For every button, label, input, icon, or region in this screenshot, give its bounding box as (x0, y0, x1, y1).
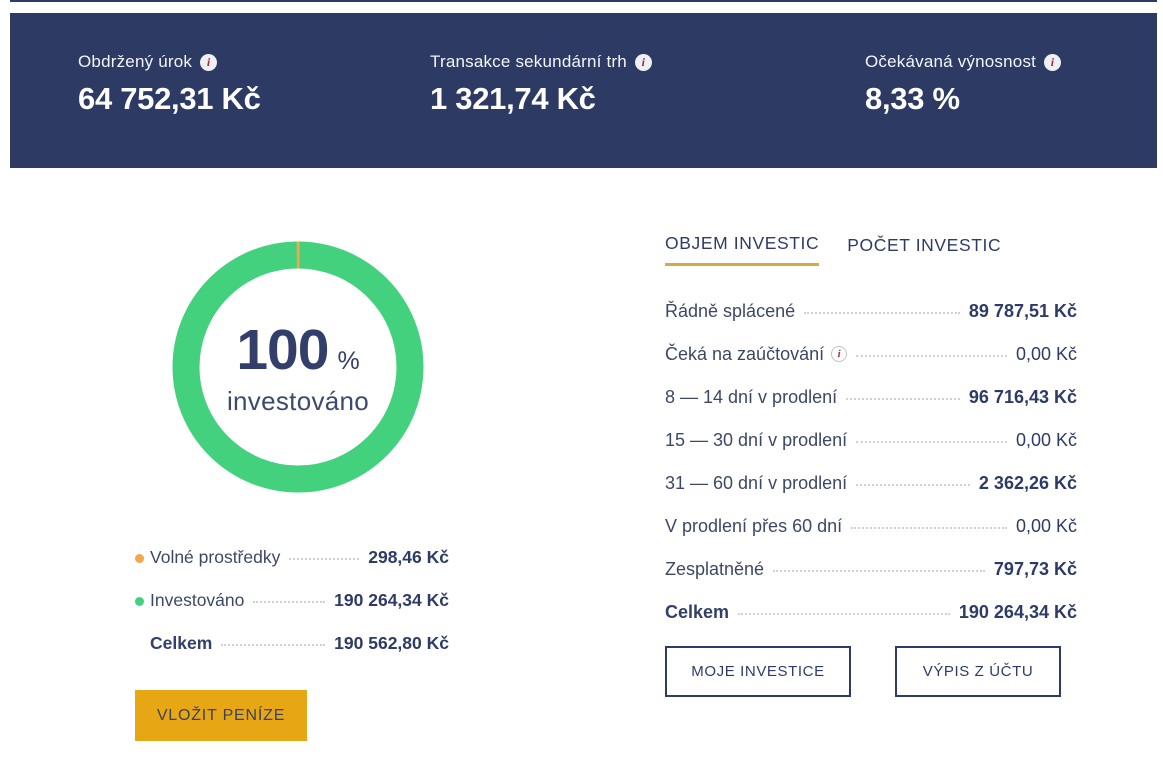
row-label: Čeká na zaúčtování (665, 344, 825, 364)
row-label: Celkem (665, 602, 730, 622)
stat-value: 8,33 % (865, 81, 960, 116)
legend-row-invested: Investováno 190 264,34 Kč (135, 591, 449, 610)
legend-label: Volné prostředky (150, 547, 281, 567)
row-value: 0,00 Kč (1015, 516, 1077, 536)
dotted-leader (773, 570, 985, 572)
dotted-leader (289, 558, 360, 560)
legend-row-total: Celkem 190 562,80 Kč (135, 634, 449, 653)
row-defaulted: Zesplatněné 797,73 Kč (665, 559, 1077, 579)
portfolio-tabs: OBJEM INVESTIC POČET INVESTIC (665, 233, 1077, 266)
info-icon[interactable]: i (634, 53, 652, 71)
dotted-leader (851, 527, 1007, 529)
stat-label: Očekávaná výnosnost (865, 52, 1037, 71)
stat-label: Transakce sekundární trh (430, 52, 627, 71)
info-icon[interactable]: i (200, 53, 218, 71)
donut-segment-invested (172, 241, 424, 493)
row-label: 8 — 14 dní v prodlení (665, 387, 838, 407)
legend-value: 298,46 Kč (368, 547, 449, 567)
dotted-leader (253, 601, 326, 603)
row-regularly-repaid: Řádně splácené 89 787,51 Kč (665, 301, 1077, 321)
orange-dot-icon (135, 554, 144, 563)
dotted-leader (846, 398, 960, 400)
account-statement-button[interactable]: VÝPIS Z ÚČTU (895, 646, 1061, 697)
row-overdue-15-30: 15 — 30 dní v prodlení 0,00 Kč (665, 430, 1077, 450)
dotted-leader (221, 644, 326, 646)
row-label: 15 — 30 dní v prodlení (665, 430, 848, 450)
balance-legend: Volné prostředky 298,46 Kč Investováno 1… (135, 548, 449, 677)
dotted-leader (856, 355, 1007, 357)
row-value: 797,73 Kč (993, 559, 1077, 579)
row-value: 89 787,51 Kč (968, 301, 1077, 321)
summary-stats-bar: Obdržený úrok i 64 752,31 Kč Transakce s… (10, 13, 1157, 168)
donut-segment-free-funds (172, 241, 424, 493)
tab-investment-volume[interactable]: OBJEM INVESTIC (665, 233, 820, 266)
row-pending-settlement: Čeká na zaúčtování i 0,00 Kč (665, 344, 1077, 364)
info-icon[interactable]: i (831, 346, 848, 362)
dotted-leader (856, 484, 970, 486)
row-total: Celkem 190 264,34 Kč (665, 602, 1077, 622)
stat-expected-yield: Očekávaná výnosnost i 8,33 % (865, 52, 1062, 117)
legend-label: Celkem (150, 633, 213, 653)
row-value: 190 264,34 Kč (958, 602, 1077, 622)
dotted-leader (738, 613, 950, 615)
stat-received-interest: Obdržený úrok i 64 752,31 Kč (78, 52, 261, 117)
portfolio-buttons: MOJE INVESTICE VÝPIS Z ÚČTU (665, 646, 1077, 697)
row-overdue-60-plus: V prodlení přes 60 dní 0,00 Kč (665, 516, 1077, 536)
row-overdue-31-60: 31 — 60 dní v prodlení 2 362,26 Kč (665, 473, 1077, 493)
stat-value: 1 321,74 Kč (430, 81, 596, 116)
my-investments-button[interactable]: MOJE INVESTICE (665, 646, 851, 697)
invested-donut-chart: 100 % investováno (170, 239, 426, 495)
legend-value: 190 264,34 Kč (334, 590, 449, 610)
tab-investment-count[interactable]: POČET INVESTIC (847, 233, 1001, 266)
row-value: 96 716,43 Kč (968, 387, 1077, 407)
stat-label-row: Obdržený úrok i (78, 52, 261, 72)
stat-label-row: Očekávaná výnosnost i (865, 52, 1062, 72)
portfolio-panel: OBJEM INVESTIC POČET INVESTIC Řádně splá… (665, 233, 1077, 697)
top-divider (10, 0, 1157, 2)
row-label: V prodlení přes 60 dní (665, 516, 843, 536)
stat-secondary-market: Transakce sekundární trh i 1 321,74 Kč (430, 52, 652, 117)
row-label: Řádně splácené (665, 301, 796, 321)
row-overdue-8-14: 8 — 14 dní v prodlení 96 716,43 Kč (665, 387, 1077, 407)
legend-row-free-funds: Volné prostředky 298,46 Kč (135, 548, 449, 567)
legend-label: Investováno (150, 590, 245, 610)
stat-value: 64 752,31 Kč (78, 81, 261, 116)
portfolio-rows: Řádně splácené 89 787,51 Kč Čeká na zaúč… (665, 301, 1077, 622)
row-value: 2 362,26 Kč (978, 473, 1077, 493)
dotted-leader (856, 441, 1007, 443)
donut-ring (172, 241, 424, 493)
row-label: Zesplatněné (665, 559, 765, 579)
row-value: 0,00 Kč (1015, 430, 1077, 450)
dotted-leader (804, 312, 960, 314)
green-dot-icon (135, 597, 144, 606)
legend-value: 190 562,80 Kč (334, 633, 449, 653)
stat-label: Obdržený úrok (78, 52, 193, 71)
info-icon[interactable]: i (1044, 53, 1062, 71)
row-value: 0,00 Kč (1015, 344, 1077, 364)
row-label: 31 — 60 dní v prodlení (665, 473, 848, 493)
deposit-money-button[interactable]: VLOŽIT PENÍZE (135, 690, 307, 741)
stat-label-row: Transakce sekundární trh i (430, 52, 652, 72)
